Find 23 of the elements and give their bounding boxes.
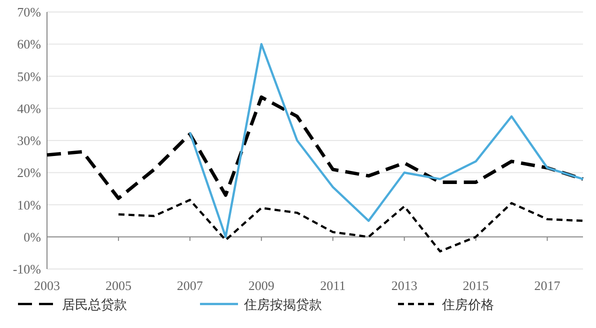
y-tick-label: 10% <box>17 197 42 212</box>
line-series <box>188 43 584 238</box>
x-tick-label: 2011 <box>320 278 346 293</box>
legend-label: 住房按揭贷款 <box>243 297 322 313</box>
line-series <box>117 198 584 252</box>
legend-label: 住房价格 <box>441 297 494 313</box>
x-tick-label: 2017 <box>534 278 561 293</box>
legend-label: 居民总贷款 <box>62 298 127 313</box>
x-tick-label: 2009 <box>248 278 274 293</box>
x-tick-label: 2015 <box>462 278 489 293</box>
y-tick-label: 0% <box>24 229 42 244</box>
x-tick-label: 2003 <box>34 278 60 293</box>
y-tick-label: 70% <box>17 4 42 20</box>
x-tick-label: 2007 <box>176 278 204 293</box>
y-tick-label: 30% <box>17 133 42 148</box>
y-tick-label: 20% <box>17 165 42 180</box>
y-tick-label: 50% <box>17 68 42 84</box>
x-tick-label: 2005 <box>105 278 132 293</box>
y-tick-label: -10% <box>12 262 42 276</box>
y-tick-label: 40% <box>17 100 42 116</box>
line-series <box>45 95 585 200</box>
y-tick-label: 60% <box>17 36 42 52</box>
x-tick-label: 2013 <box>391 278 418 293</box>
